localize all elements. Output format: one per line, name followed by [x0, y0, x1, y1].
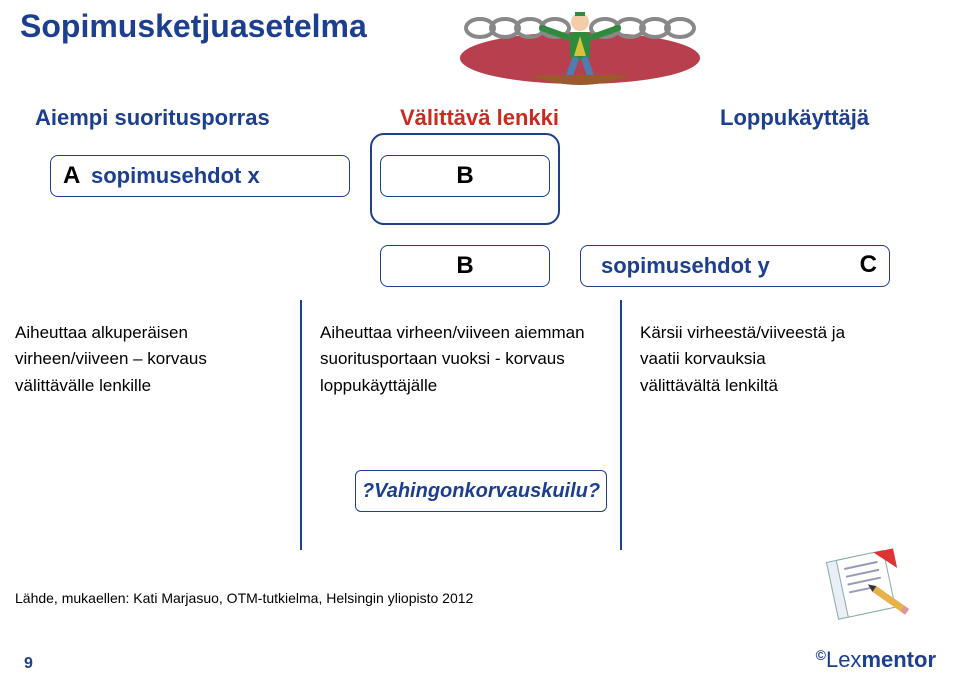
- logo-copyright: ©: [816, 647, 826, 663]
- page-title: Sopimusketjuasetelma: [20, 8, 367, 45]
- divider-2: [620, 300, 622, 550]
- box-a: A sopimusehdot x: [50, 155, 350, 197]
- box-a-text: sopimusehdot x: [91, 163, 260, 189]
- column-1: Aiheuttaa alkuperäisen virheen/viiveen –…: [15, 320, 290, 399]
- col1-line1: Aiheuttaa alkuperäisen: [15, 320, 290, 346]
- kuilu-box: ?Vahingonkorvauskuilu?: [355, 470, 607, 512]
- chain-man-illustration: [410, 0, 750, 95]
- paper-pencil-illustration: [820, 547, 910, 622]
- logo: ©Lexmentor: [816, 647, 936, 673]
- source-line: Lähde, mukaellen: Kati Marjasuo, OTM-tut…: [15, 590, 473, 606]
- column-3: Kärsii virheestä/viiveestä ja vaatii kor…: [640, 320, 940, 399]
- col2-line2: suoritusportaan vuoksi - korvaus: [320, 346, 605, 372]
- col2-line3: loppukäyttäjälle: [320, 373, 605, 399]
- column-2: Aiheuttaa virheen/viiveen aiemman suorit…: [320, 320, 605, 399]
- col2-line1: Aiheuttaa virheen/viiveen aiemman: [320, 320, 605, 346]
- col1-line3: välittävälle lenkille: [15, 373, 290, 399]
- box-b2: B: [380, 245, 550, 287]
- row-2: B sopimusehdot y C: [0, 245, 960, 305]
- logo-prefix: Lex: [826, 647, 861, 672]
- divider-1: [300, 300, 302, 550]
- col3-line2: vaatii korvauksia: [640, 346, 940, 372]
- row-1: A sopimusehdot x B: [0, 145, 960, 205]
- header-loppukayttaja: Loppukäyttäjä: [720, 105, 869, 131]
- page-number: 9: [24, 655, 33, 673]
- col3-line1: Kärsii virheestä/viiveestä ja: [640, 320, 940, 346]
- box-b1: B: [380, 155, 550, 197]
- box-c: sopimusehdot y C: [580, 245, 890, 287]
- col3-line3: välittävältä lenkiltä: [640, 373, 940, 399]
- col1-line2: virheen/viiveen – korvaus: [15, 346, 290, 372]
- box-c-text: sopimusehdot y: [601, 253, 770, 279]
- label-c: C: [860, 251, 877, 279]
- logo-rest: mentor: [861, 647, 936, 672]
- label-a: A: [63, 162, 80, 190]
- header-aiempi: Aiempi suoritusporras: [35, 105, 270, 131]
- header-valittava: Välittävä lenkki: [400, 105, 559, 131]
